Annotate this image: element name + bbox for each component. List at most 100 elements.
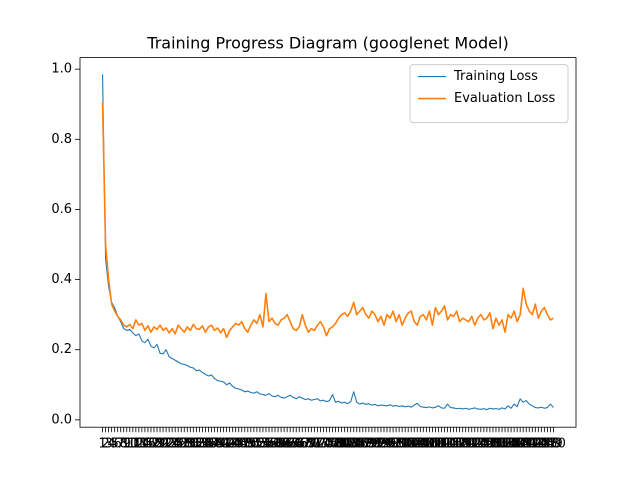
x-tick-label: 92	[370, 437, 387, 452]
x-tick-label: 12	[128, 437, 145, 452]
x-tick-label: 133	[490, 437, 515, 452]
x-tick-label: 68	[297, 437, 314, 452]
x-tick-label: 81	[336, 437, 353, 452]
x-tick-label: 11	[125, 437, 142, 452]
x-tick-label: 66	[291, 437, 308, 452]
x-tick-label: 85	[348, 437, 365, 452]
x-tick-label: 88	[358, 437, 375, 452]
x-tick-label: 74	[315, 437, 332, 452]
x-tick-label: 57	[264, 437, 281, 452]
x-tick-label: 96	[382, 437, 399, 452]
x-tick-label: 83	[342, 437, 359, 452]
x-tick-label: 94	[376, 437, 393, 452]
x-tick-label: 8	[120, 437, 128, 452]
x-tick-label: 98	[388, 437, 405, 452]
y-tick-label: 1.0	[51, 62, 72, 77]
x-tick-label: 13	[131, 437, 148, 452]
x-tick-label: 78	[327, 437, 344, 452]
x-tick-label: 23	[161, 437, 178, 452]
x-tick-label: 90	[364, 437, 381, 452]
x-tick-label: 77	[324, 437, 341, 452]
series-line	[101, 102, 554, 339]
x-tick-label: 136	[499, 437, 524, 452]
x-tick-label: 65	[288, 437, 305, 452]
legend-label: Evaluation Loss	[454, 91, 555, 106]
x-tick-label: 45	[227, 437, 244, 452]
x-tick-label: 6	[114, 437, 122, 452]
x-tick-label: 39	[209, 437, 226, 452]
x-tick-label: 76	[321, 437, 338, 452]
x-tick-label: 143	[520, 437, 545, 452]
x-tick-label: 80	[333, 437, 350, 452]
x-tick-label: 10	[122, 437, 139, 452]
x-tick-label: 123	[459, 437, 484, 452]
x-tick-label: 61	[276, 437, 293, 452]
x-tick-label: 32	[188, 437, 205, 452]
x-tick-label: 75	[318, 437, 335, 452]
x-tick-label: 115	[435, 437, 460, 452]
x-tick-label: 137	[502, 437, 527, 452]
x-tick-label: 127	[471, 437, 496, 452]
x-tick-label: 148	[535, 437, 560, 452]
y-tick-label: 0.4	[51, 272, 72, 287]
x-tick-label: 112	[426, 437, 451, 452]
x-tick-label: 116	[438, 437, 463, 452]
x-tick-label: 4	[107, 437, 115, 452]
x-tick-label: 79	[330, 437, 347, 452]
x-tick-label: 95	[379, 437, 396, 452]
x-tick-label: 49	[240, 437, 257, 452]
x-tick-label: 114	[432, 437, 457, 452]
x-tick-label: 101	[393, 437, 418, 452]
x-tick-label: 138	[505, 437, 530, 452]
x-tick-label: 53	[252, 437, 269, 452]
x-tick-label: 86	[352, 437, 369, 452]
x-tick-label: 125	[465, 437, 490, 452]
x-tick-label: 126	[468, 437, 493, 452]
x-tick-label: 69	[300, 437, 317, 452]
x-tick-label: 58	[267, 437, 284, 452]
x-tick-label: 60	[273, 437, 290, 452]
x-tick-label: 72	[309, 437, 326, 452]
x-tick-label: 71	[306, 437, 323, 452]
x-tick-label: 100	[390, 437, 415, 452]
x-tick-label: 9	[123, 437, 131, 452]
x-tick-label: 20	[152, 437, 169, 452]
x-tick-label: 118	[444, 437, 469, 452]
x-tick-label: 93	[373, 437, 390, 452]
x-tick-label: 14	[134, 437, 151, 452]
x-tick-label: 113	[429, 437, 454, 452]
x-tick-label: 87	[355, 437, 372, 452]
x-tick-label: 2	[101, 437, 109, 452]
x-tick-label: 111	[423, 437, 448, 452]
x-tick-label: 44	[224, 437, 241, 452]
x-tick-label: 106	[408, 437, 433, 452]
y-tick-label: 0.8	[51, 132, 72, 147]
x-tick-label: 97	[385, 437, 402, 452]
x-tick-label: 35	[197, 437, 214, 452]
x-tick-label: 21	[155, 437, 172, 452]
x-tick-label: 128	[474, 437, 499, 452]
x-tick-label: 70	[303, 437, 320, 452]
chart-title: Training Progress Diagram (googlenet Mod…	[146, 34, 508, 53]
x-tick-label: 142	[517, 437, 542, 452]
x-tick-label: 56	[261, 437, 278, 452]
x-tick-label: 40	[212, 437, 229, 452]
x-tick-label: 28	[176, 437, 193, 452]
x-tick-label: 103	[399, 437, 424, 452]
x-tick-label: 27	[173, 437, 190, 452]
x-tick-label: 146	[529, 437, 554, 452]
x-tick-label: 119	[447, 437, 472, 452]
x-tick-label: 147	[532, 437, 557, 452]
x-tick-label: 52	[249, 437, 266, 452]
x-tick-label: 24	[164, 437, 181, 452]
x-tick-label: 59	[270, 437, 287, 452]
x-tick-label: 140	[511, 437, 536, 452]
x-tick-label: 54	[255, 437, 272, 452]
x-tick-label: 15	[137, 437, 154, 452]
legend: Training Loss Evaluation Loss	[409, 64, 569, 124]
legend-label: Training Loss	[453, 69, 538, 84]
y-tick-label: 0.2	[51, 342, 72, 357]
x-tick-label: 1	[98, 437, 106, 452]
y-tick-label: 0.6	[51, 202, 72, 217]
